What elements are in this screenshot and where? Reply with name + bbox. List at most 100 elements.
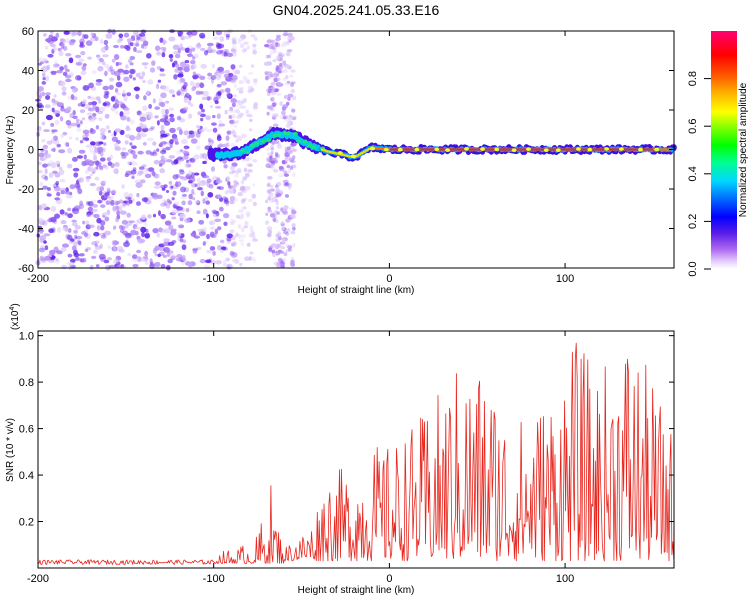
spectrogram-point (264, 44, 270, 48)
spectrogram-point (76, 185, 81, 190)
spectrogram-point (67, 213, 73, 219)
spectrogram-point (200, 47, 206, 51)
snr-y-ticks: 0.2 0.4 0.6 0.8 1.0 (19, 331, 674, 529)
spectrogram-point (271, 157, 277, 162)
spectrogram-point (217, 144, 224, 148)
spectrogram-point (223, 199, 230, 205)
spectrogram-point (188, 48, 193, 55)
spectrogram-point (286, 228, 291, 232)
spectrogram-point (123, 95, 128, 102)
spectrogram-point (109, 65, 113, 72)
spectrogram-point (286, 80, 291, 84)
spectrogram-point (45, 114, 53, 121)
spectrogram-point (103, 101, 111, 106)
spectrogram-point (105, 91, 110, 96)
spectrogram-point (110, 96, 116, 102)
spectrogram-point (190, 47, 196, 52)
spectrogram-point (131, 254, 138, 259)
spectrogram-point (127, 253, 132, 257)
y-tick-label: 20 (22, 105, 34, 117)
spectrogram-point (71, 219, 77, 223)
spectrogram-point (253, 36, 258, 41)
spectrogram-point (116, 214, 120, 220)
spectrogram-point (39, 235, 47, 241)
spectrogram-point (290, 231, 296, 235)
spectrogram-point (136, 172, 142, 177)
spectrogram-point (244, 111, 249, 116)
spectrogram-point (123, 76, 130, 82)
spectrogram-point (206, 178, 212, 184)
ridge-point (569, 148, 573, 151)
spectrogram-point (240, 213, 245, 218)
ridge-point (311, 145, 317, 150)
spectrogram-point (214, 228, 218, 235)
spectrogram-point (126, 117, 131, 122)
spectrogram-point (89, 264, 94, 270)
spectrogram-point (60, 190, 66, 195)
spectrogram-point (137, 150, 144, 155)
spectrogram-point (214, 100, 219, 105)
spectrogram-point (235, 138, 239, 143)
spectrogram-point (288, 114, 293, 118)
spectrogram-point (142, 105, 148, 111)
spectrogram-point (131, 145, 137, 149)
spectrogram-point (85, 144, 92, 148)
spectrogram-point (129, 68, 136, 75)
spectrogram-point (182, 150, 190, 155)
spectrogram-point (151, 170, 156, 177)
spectrogram-point (240, 37, 245, 41)
spectrogram-point (181, 66, 187, 71)
y-tick-label: 1.0 (19, 331, 34, 343)
spectrogram-point (60, 247, 67, 252)
x-tick-label: -100 (203, 273, 225, 285)
spectrogram-point (215, 42, 220, 48)
spectrogram-point (82, 137, 90, 141)
spectrogram-point (91, 70, 97, 74)
spectrogram-point (129, 74, 133, 79)
spectrogram-point (41, 203, 47, 209)
spectrogram-point (287, 169, 291, 174)
spectrogram-point (232, 74, 238, 81)
spectrogram-point (45, 95, 51, 100)
spectrogram-point (125, 64, 129, 69)
spectrogram-point (57, 227, 62, 233)
spectrogram-point (135, 219, 140, 226)
spectrogram-point (270, 147, 275, 151)
spectrogram-point (183, 259, 188, 264)
y-tick-label: 0.4 (19, 470, 34, 482)
spectrogram-point (76, 187, 80, 191)
spectrogram-point (74, 182, 81, 189)
spectrogram-point (153, 149, 157, 155)
spectrogram-point (210, 75, 217, 80)
spectrogram-point (232, 234, 237, 239)
x-tick-label: -200 (27, 273, 49, 285)
spectrogram-point (98, 253, 106, 260)
spectrogram-point (112, 103, 120, 109)
spectrogram-point (86, 211, 92, 216)
spectrogram-point (187, 200, 193, 206)
spectrogram-point (233, 183, 237, 188)
spectrogram-point (252, 258, 257, 263)
snr-x-axis-label: Height of straight line (km) (298, 585, 415, 596)
spectrogram-point (72, 87, 78, 94)
spectrogram-point (184, 35, 191, 40)
spectrogram-point (60, 220, 67, 225)
spectrogram-point (279, 62, 283, 67)
spectrogram-point (123, 200, 129, 204)
ridge-point (485, 148, 490, 151)
spectrogram-point (114, 88, 119, 93)
spectrogram-point (53, 135, 58, 141)
spectrogram-point (292, 172, 296, 177)
spectrogram-point (115, 201, 121, 205)
spectrogram-point (188, 130, 195, 135)
spectrogram-point (237, 224, 242, 229)
spectrogram-point (203, 226, 208, 232)
spectrogram-point (232, 197, 239, 203)
spectrogram-point (80, 51, 86, 56)
spectrogram-point (268, 229, 273, 234)
spectrogram-point (137, 132, 141, 137)
spectrogram-point (50, 138, 55, 144)
spectrogram-point (163, 247, 171, 253)
spectrogram-point (234, 84, 237, 89)
spectrogram-point (245, 157, 250, 162)
